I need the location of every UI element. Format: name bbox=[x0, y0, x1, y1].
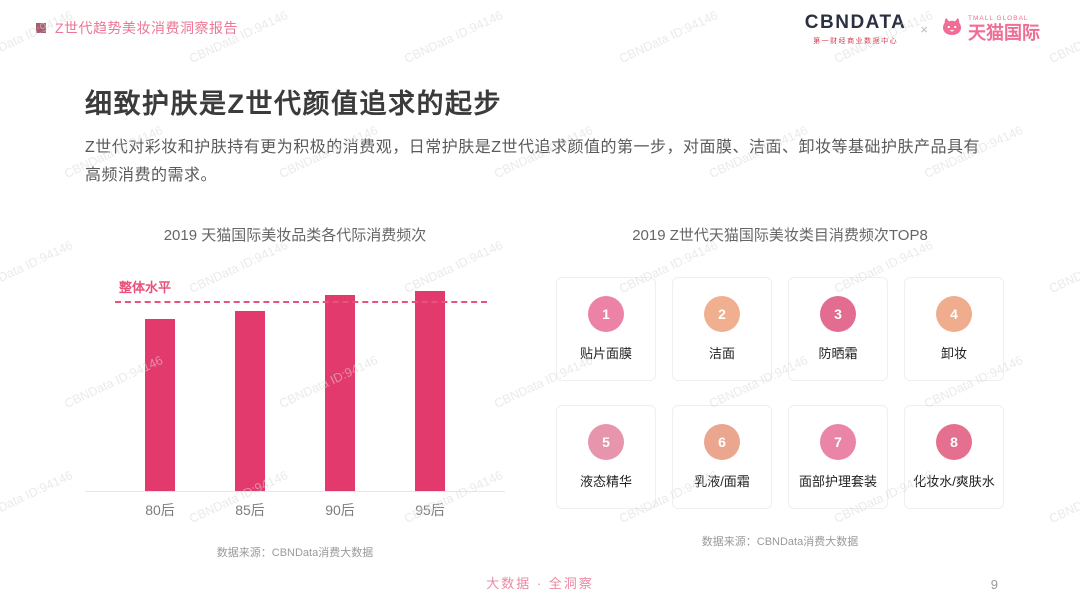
cbndata-wordmark: CBNDATA bbox=[804, 12, 907, 33]
rank-badge: 4 bbox=[936, 296, 972, 332]
page-title: 细致护肤是Z世代颜值追求的起步 bbox=[85, 89, 502, 119]
watermark-text: CBNData ID:94146 bbox=[1047, 468, 1080, 526]
chart-source: 数据来源：CBNData消费大数据 bbox=[216, 547, 374, 559]
bar-column bbox=[295, 295, 385, 491]
top8-card: 2 洁面 bbox=[672, 277, 772, 381]
top8-card: 1 贴片面膜 bbox=[556, 277, 656, 381]
category-label: 液态精华 bbox=[579, 474, 632, 489]
watermark-text: CBNData ID:94146 bbox=[617, 8, 720, 66]
footer-tagline: 大数据 · 全洞察 bbox=[486, 576, 594, 591]
watermark-text: CBNData ID:94146 bbox=[0, 238, 75, 296]
category-label: 乳液/面霜 bbox=[694, 474, 750, 489]
watermark-text: CBNData ID:94146 bbox=[0, 468, 75, 526]
rank-badge: 3 bbox=[820, 296, 856, 332]
page-number: 9 bbox=[990, 577, 998, 592]
rank-badge: 1 bbox=[588, 296, 624, 332]
top8-card: 4 卸妆 bbox=[904, 277, 1004, 381]
tmall-logo: TMALL GLOBAL 天猫国际 bbox=[942, 14, 1040, 44]
generation-frequency-chart: 2019 天猫国际美妆品类各代际消费频次 整体水平 80后 85后 90后 95后 数… bbox=[85, 224, 505, 560]
tmall-wordmark: 天猫国际 bbox=[968, 23, 1040, 44]
bar-column bbox=[385, 291, 475, 491]
watermark-text: CBNData ID:94146 bbox=[1047, 238, 1080, 296]
bar bbox=[325, 295, 355, 491]
rank-badge: 8 bbox=[936, 424, 972, 460]
rank-badge: 7 bbox=[820, 424, 856, 460]
logo-cluster: CBNDATA 第一财经商业数据中心 × TMALL GLOBAL 天猫国际 bbox=[805, 12, 1040, 46]
header: Z世代趋势美妆消费洞察报告 bbox=[36, 18, 238, 38]
top8-source: 数据来源：CBNData消费大数据 bbox=[701, 536, 859, 548]
x-axis-label: 90后 bbox=[325, 502, 355, 518]
page-body: Z世代对彩妆和护肤持有更为积极的消费观，日常护肤是Z世代追求颜值的第一步，对面膜… bbox=[85, 139, 981, 184]
x-axis-label: 95后 bbox=[415, 502, 445, 518]
top8-card: 3 防晒霜 bbox=[788, 277, 888, 381]
cbndata-subtitle: 第一财经商业数据中心 bbox=[813, 38, 899, 45]
bar-column bbox=[205, 311, 295, 491]
rank-badge: 5 bbox=[588, 424, 624, 460]
x-axis-label: 80后 bbox=[145, 502, 175, 518]
reference-line-label: 整体水平 bbox=[119, 280, 172, 295]
top8-card: 6 乳液/面霜 bbox=[672, 405, 772, 509]
bar bbox=[145, 319, 175, 491]
category-label: 贴片面膜 bbox=[579, 346, 632, 361]
top8-title: 2019 Z世代天猫国际美妆类目消费频次TOP8 bbox=[632, 227, 928, 244]
category-label: 洁面 bbox=[708, 346, 735, 361]
tmall-cat-icon bbox=[942, 17, 962, 41]
tmall-subtitle: TMALL GLOBAL bbox=[968, 14, 1029, 22]
top8-card: 5 液态精华 bbox=[556, 405, 656, 509]
bar bbox=[415, 291, 445, 491]
rank-badge: 2 bbox=[704, 296, 740, 332]
category-label: 化妆水/爽肤水 bbox=[913, 474, 995, 489]
top8-card: 7 面部护理套装 bbox=[788, 405, 888, 509]
x-axis-label: 85后 bbox=[235, 502, 265, 518]
logo-separator: × bbox=[920, 21, 928, 37]
category-label: 防晒霜 bbox=[818, 346, 858, 361]
reference-line bbox=[115, 301, 487, 303]
bar-column bbox=[115, 319, 205, 491]
top8-section: 2019 Z世代天猫国际美妆类目消费频次TOP8 1 贴片面膜 2 洁面 3 防晒霜 4 卸妆… bbox=[545, 224, 1015, 549]
watermark-text: CBNData ID:94146 bbox=[1047, 8, 1080, 66]
bar-plot: 整体水平 bbox=[85, 280, 505, 492]
tmall-text: TMALL GLOBAL 天猫国际 bbox=[968, 14, 1040, 44]
category-label: 卸妆 bbox=[940, 346, 967, 361]
category-label: 面部护理套装 bbox=[798, 474, 877, 489]
cbndata-logo: CBNDATA 第一财经商业数据中心 bbox=[805, 12, 907, 46]
watermark-text: CBNData ID:94146 bbox=[402, 8, 505, 66]
chart-title: 2019 天猫国际美妆品类各代际消费频次 bbox=[163, 227, 427, 244]
top8-card: 8 化妆水/爽肤水 bbox=[904, 405, 1004, 509]
brand-square bbox=[36, 23, 46, 33]
top8-grid: 1 贴片面膜 2 洁面 3 防晒霜 4 卸妆 5 液态精华 6 乳液/面霜 7 面部护理套装 8 化妆水/爽肤… bbox=[545, 277, 1015, 509]
x-axis-labels: 80后 85后 90后 95后 bbox=[85, 500, 505, 520]
rank-badge: 6 bbox=[704, 424, 740, 460]
report-title: Z世代趋势美妆消费洞察报告 bbox=[55, 20, 239, 36]
bar bbox=[235, 311, 265, 491]
